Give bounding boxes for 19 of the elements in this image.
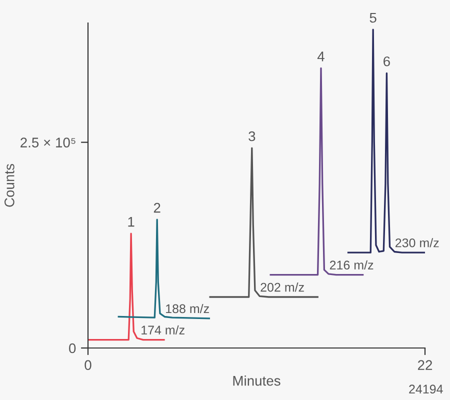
y-tick-label: 2.5 × 10⁵ <box>20 138 76 148</box>
annotation: 6 <box>384 56 390 66</box>
x-tick-label: 22 <box>418 360 432 370</box>
line-series <box>88 232 165 341</box>
x-axis-title: Minutes <box>233 376 280 386</box>
line-series <box>209 147 318 298</box>
series-label: 216 m/z <box>330 260 374 270</box>
series-label: 202 m/z <box>260 282 304 292</box>
line-series <box>118 218 210 320</box>
series-label: 188 m/z <box>166 304 209 314</box>
y-axis-title: Counts <box>4 164 14 207</box>
annotation: 4 <box>317 52 324 62</box>
annotation: 5 <box>370 12 376 23</box>
annotation: 3 <box>248 131 256 142</box>
annotation: 1 <box>128 217 134 227</box>
series-label: 230 m/z <box>396 238 439 248</box>
annotation: 2 <box>154 202 160 213</box>
series-label: 174 m/z <box>142 325 184 335</box>
text: 24194 <box>409 384 443 394</box>
